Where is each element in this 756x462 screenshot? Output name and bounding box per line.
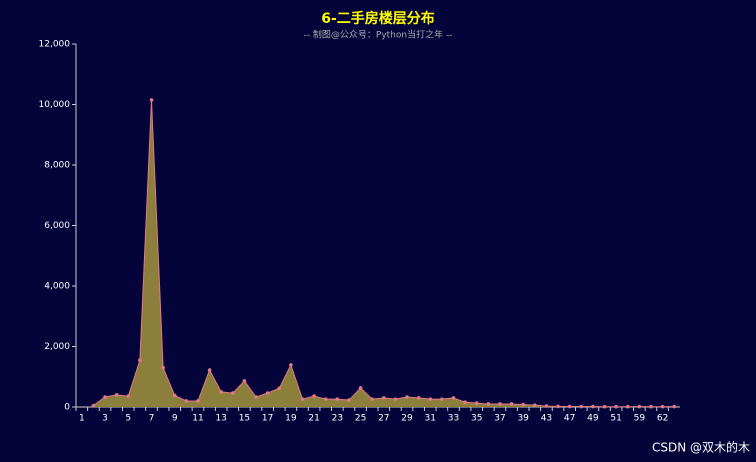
y-tick-label: 6,000 [44,221,70,231]
x-tick-label: 11 [192,414,203,424]
point [544,404,549,408]
y-tick-label: 8,000 [44,161,70,171]
x-tick-label: 25 [355,414,366,424]
point [567,404,572,409]
point [649,404,653,409]
x-tick-label: 29 [401,414,413,424]
point [126,394,131,398]
point [172,393,177,398]
point [660,404,665,409]
point [347,398,351,402]
x-tick-label: 15 [239,414,250,424]
point [509,402,514,406]
x-tick-label: 17 [262,414,273,424]
point [277,386,282,391]
point [323,397,328,401]
y-tick-label: 0 [64,403,70,413]
point [103,395,107,399]
point [382,396,386,400]
x-tick-label: 5 [125,414,131,424]
x-tick-label: 31 [425,414,436,424]
x-tick-label: 19 [285,414,297,424]
point [114,393,119,397]
point [521,402,525,407]
point [637,404,642,409]
point [602,404,607,409]
point [161,365,165,370]
y-tick-label: 4,000 [44,282,70,292]
point [614,404,618,409]
y-tick-label: 10,000 [39,100,71,110]
point [91,403,96,408]
x-tick-label: 3 [102,414,108,424]
y-tick-label: 12,000 [39,40,71,50]
point [184,399,189,403]
x-tick-label: 35 [471,414,482,424]
point [625,404,630,409]
point [556,404,560,409]
point [416,396,421,400]
x-tick-label: 9 [172,414,178,424]
point [474,401,479,405]
x-tick-label: 37 [494,414,505,424]
x-tick-label: 1 [79,414,85,424]
x-tick-label: 47 [564,414,575,424]
point [265,391,270,395]
chart-title: 6-二手房楼层分布 [321,10,435,27]
point [393,397,398,401]
point [498,402,502,406]
point [242,379,247,383]
point [231,391,235,395]
point [486,402,491,406]
x-tick-label: 33 [448,414,459,424]
point [405,395,409,399]
point [451,396,456,400]
x-tick-label: 49 [587,414,599,424]
point [207,368,212,372]
x-tick-label: 62 [657,414,668,424]
x-tick-label: 13 [215,414,226,424]
area [93,99,675,408]
point [335,397,340,401]
x-tick-label: 7 [149,414,155,424]
point [312,394,316,398]
x-tick-label: 59 [634,414,646,424]
point [358,386,363,390]
point [219,390,223,394]
x-tick-label: 39 [517,414,529,424]
point [370,397,374,401]
point [289,363,293,367]
x-tick-label: 21 [308,414,319,424]
x-tick-label: 43 [541,414,552,424]
point [428,397,433,401]
x-tick-label: 51 [610,414,621,424]
point [196,399,200,403]
point [591,404,595,409]
point [533,403,537,407]
point [463,400,467,404]
chart-subtitle: -- 制图@公众号：Python当打之年 -- [304,29,453,41]
x-tick-label: 23 [332,414,343,424]
point [149,98,154,102]
point [300,397,305,401]
point [440,397,444,401]
point [672,404,676,409]
point [254,395,258,399]
point [579,404,584,409]
watermark: CSDN @双木的木 [652,440,750,455]
x-tick-label: 27 [378,414,389,424]
y-tick-label: 2,000 [44,342,70,352]
point [138,358,142,362]
